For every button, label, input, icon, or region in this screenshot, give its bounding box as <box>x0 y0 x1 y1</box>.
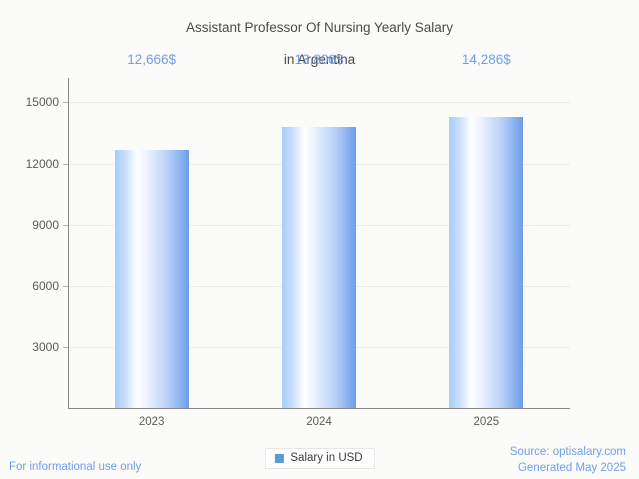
gridline <box>69 102 570 104</box>
y-axis-tick-label: 15000 <box>25 95 59 110</box>
source-block: Source: optisalary.com Generated May 202… <box>510 444 626 476</box>
y-axis-tick <box>63 163 68 165</box>
y-axis-tick-label: 6000 <box>32 278 59 293</box>
legend-item-label: Salary in USD <box>290 452 363 464</box>
plot-area: 3000 6000 9000 12000 15000 12,666$ 13,806$ 14,… <box>26 52 570 428</box>
x-axis-tick-label: 2023 <box>138 416 165 428</box>
generated-text: Generated May 2025 <box>517 462 626 474</box>
bar[interactable] <box>449 117 524 408</box>
bar-value-label: 12,666$ <box>127 52 177 67</box>
bar-value-label: 14,286$ <box>461 52 511 67</box>
chart-title-line-2: in Argentina <box>283 52 356 67</box>
legend-swatch-icon <box>274 453 284 463</box>
x-axis-tick-label: 2025 <box>473 416 500 428</box>
bar[interactable] <box>282 126 356 408</box>
x-axis-line <box>68 408 570 409</box>
y-axis-tick-label: 12000 <box>25 156 59 171</box>
x-axis-tick-label: 2024 <box>306 416 332 428</box>
source-text: Source: optisalary.com <box>509 446 626 458</box>
y-axis-tick <box>63 102 68 104</box>
y-axis-tick <box>63 346 68 348</box>
chart-title: Assistant Professor Of Nursing Yearly Sa… <box>0 4 639 84</box>
y-axis-tick <box>63 224 68 226</box>
chart-legend[interactable]: Salary in USD <box>264 448 375 469</box>
bar-value-label: 13,806$ <box>294 52 344 67</box>
y-axis-tick-label: 3000 <box>32 339 59 354</box>
chart-title-line-1: Assistant Professor Of Nursing Yearly Sa… <box>185 20 454 35</box>
bar[interactable] <box>114 150 189 408</box>
disclaimer-text: For informational use only <box>9 461 142 473</box>
y-axis-line <box>68 78 69 408</box>
y-axis-tick <box>63 285 68 287</box>
y-axis-tick-label: 9000 <box>32 217 59 232</box>
